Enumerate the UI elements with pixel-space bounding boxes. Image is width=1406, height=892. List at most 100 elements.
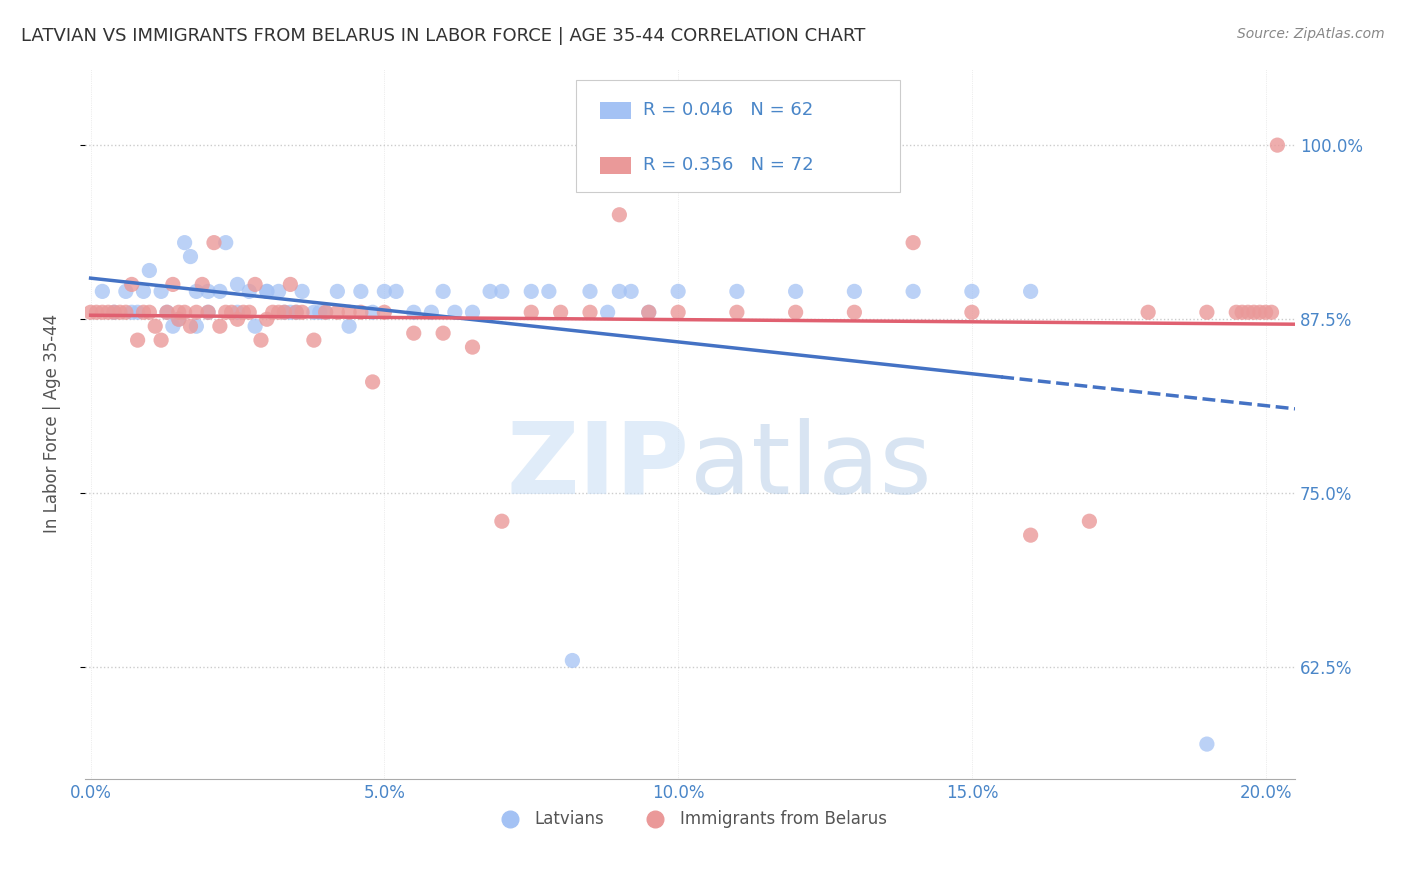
Point [127,305,149,319]
Point [491,285,513,299]
Point [302,305,325,319]
Point [361,375,384,389]
Point [308,305,330,319]
Point [273,305,295,319]
Point [91,285,114,299]
Point [326,285,349,299]
Point [167,312,190,326]
Point [202,235,225,250]
Point [1230,305,1253,319]
Point [191,277,214,292]
Text: LATVIAN VS IMMIGRANTS FROM BELARUS IN LABOR FORCE | AGE 35-44 CORRELATION CHART: LATVIAN VS IMMIGRANTS FROM BELARUS IN LA… [21,27,866,45]
Point [315,305,337,319]
Point [350,305,373,319]
Point [596,305,619,319]
Point [725,285,748,299]
Point [162,319,184,334]
Point [1260,305,1282,319]
Point [215,305,238,319]
Point [280,305,302,319]
Point [1019,528,1042,542]
Point [302,333,325,347]
Point [256,312,278,326]
Point [1019,285,1042,299]
Point [167,312,190,326]
Point [108,305,131,319]
Point [186,285,208,299]
Point [373,285,395,299]
Point [267,285,290,299]
Point [232,305,254,319]
Point [208,319,231,334]
Point [1137,305,1160,319]
Point [350,285,373,299]
Point [444,305,467,319]
Text: Source: ZipAtlas.com: Source: ZipAtlas.com [1237,27,1385,41]
Point [103,305,125,319]
Point [91,305,114,319]
Point [326,305,349,319]
Text: atlas: atlas [690,417,932,515]
Point [337,305,360,319]
Point [115,285,138,299]
Point [197,305,219,319]
Point [620,285,643,299]
Y-axis label: In Labor Force | Age 35-44: In Labor Force | Age 35-44 [44,314,60,533]
Point [291,305,314,319]
Point [127,333,149,347]
Point [420,305,443,319]
Point [402,326,425,341]
Point [156,305,179,319]
Point [226,277,249,292]
Point [79,305,101,319]
Point [1254,305,1277,319]
Point [226,312,249,326]
Point [960,285,983,299]
Point [844,305,866,319]
Point [186,305,208,319]
Point [461,305,484,319]
Point [262,305,284,319]
Text: R = 0.046   N = 62: R = 0.046 N = 62 [643,101,813,119]
Point [215,235,238,250]
Point [86,305,108,319]
Point [373,305,395,319]
Point [785,305,807,319]
Point [226,305,249,319]
Point [138,263,160,277]
Point [280,277,302,292]
Point [637,305,659,319]
Point [132,305,155,319]
Point [361,305,384,319]
Point [901,285,924,299]
Point [402,305,425,319]
Point [208,285,231,299]
Point [285,305,308,319]
Point [579,285,602,299]
Point [550,305,572,319]
Point [520,305,543,319]
Point [162,277,184,292]
Point [561,653,583,667]
Point [432,326,454,341]
Point [238,305,260,319]
Point [609,208,631,222]
Point [1243,305,1265,319]
Text: ZIP: ZIP [508,417,690,515]
Point [243,319,266,334]
Point [844,285,866,299]
Point [537,285,560,299]
Point [150,333,173,347]
Point [901,235,924,250]
Text: R = 0.356   N = 72: R = 0.356 N = 72 [643,156,813,174]
Point [1078,514,1101,528]
Point [221,305,243,319]
Point [115,305,138,319]
Point [1195,737,1218,751]
Point [520,285,543,299]
Point [138,305,160,319]
Point [579,305,602,319]
Point [725,305,748,319]
Point [256,285,278,299]
Point [103,305,125,319]
